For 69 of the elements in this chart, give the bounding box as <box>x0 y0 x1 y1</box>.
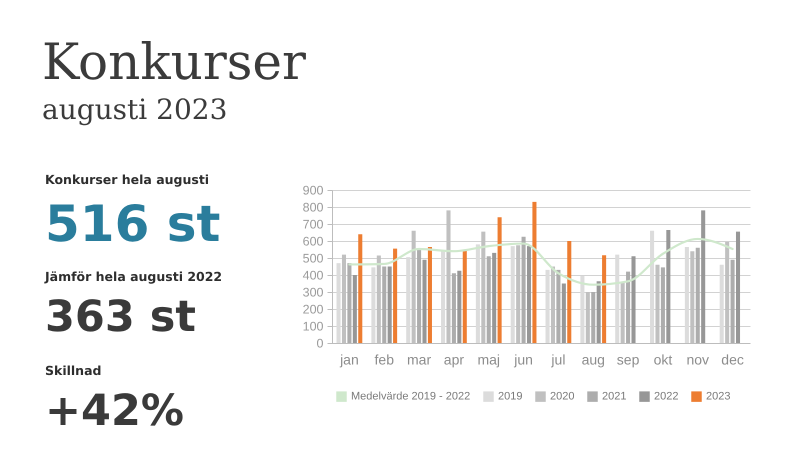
y-tick-label: 0 <box>316 336 324 350</box>
x-tick-label: mar <box>407 352 432 368</box>
bar <box>626 272 630 343</box>
bar <box>422 260 427 343</box>
y-tick-label: 500 <box>302 252 324 266</box>
x-tick-label: dec <box>721 352 744 368</box>
x-tick-label: nov <box>686 352 710 368</box>
text: Jämför hela augusti 2022 <box>44 269 222 284</box>
bar <box>696 248 700 343</box>
x-tick-label: jun <box>513 352 533 368</box>
text: Skillnad <box>45 363 102 378</box>
text: 516 st <box>45 195 220 253</box>
chart-subtitle: augusti 2023 <box>42 93 228 126</box>
bar <box>347 263 352 343</box>
bar <box>486 256 491 343</box>
legend-label: Medelvärde 2019 - 2022 <box>351 390 470 403</box>
text: 363 st <box>45 292 196 342</box>
bar <box>736 232 740 343</box>
legend-label: 2021 <box>602 390 626 403</box>
bar <box>730 260 735 343</box>
legend-label: 2022 <box>654 390 678 403</box>
y-tick-label: 300 <box>302 286 324 300</box>
bar <box>631 256 636 343</box>
bar <box>382 266 386 343</box>
legend-label: 2023 <box>706 390 730 403</box>
bar <box>567 241 572 343</box>
x-tick-label: okt <box>654 352 672 368</box>
x-tick-label: jan <box>339 352 359 368</box>
legend-label: 2020 <box>550 390 574 403</box>
bar <box>452 273 456 343</box>
y-tick-label: 900 <box>302 184 324 198</box>
bar <box>388 266 392 343</box>
bar <box>526 246 532 343</box>
bar <box>602 255 606 343</box>
line-series <box>348 238 734 286</box>
bar <box>596 281 601 343</box>
bar <box>666 230 670 343</box>
bar <box>462 250 467 343</box>
y-tick-label: 400 <box>302 268 324 282</box>
x-tick-label: aug <box>582 352 605 368</box>
bar <box>562 284 566 343</box>
text: Konkurser hela augusti <box>45 172 210 187</box>
x-tick-label: apr <box>444 352 464 368</box>
bar <box>358 234 362 343</box>
legend-label: 2019 <box>498 390 522 403</box>
y-tick-label: 600 <box>302 234 324 248</box>
text: +42% <box>45 386 184 436</box>
x-tick-label: jul <box>550 352 566 368</box>
x-tick-label: maj <box>477 352 500 368</box>
bar <box>522 236 526 343</box>
y-tick-label: 700 <box>302 218 324 232</box>
y-tick-label: 200 <box>302 302 324 316</box>
bar <box>457 270 462 343</box>
chart-title: Konkurser <box>42 33 306 91</box>
y-tick-label: 800 <box>302 200 324 214</box>
bar <box>701 210 706 343</box>
y-tick-label: 100 <box>302 320 324 334</box>
bar <box>417 248 422 343</box>
bar <box>591 292 596 343</box>
x-tick-label: sep <box>616 352 640 368</box>
bar <box>498 217 502 343</box>
bar <box>492 252 496 343</box>
bar <box>428 246 432 343</box>
x-tick-label: feb <box>374 352 394 368</box>
bar <box>532 202 536 343</box>
bar <box>660 267 665 343</box>
bar <box>352 275 357 343</box>
bar <box>556 270 560 343</box>
bar <box>393 248 398 343</box>
